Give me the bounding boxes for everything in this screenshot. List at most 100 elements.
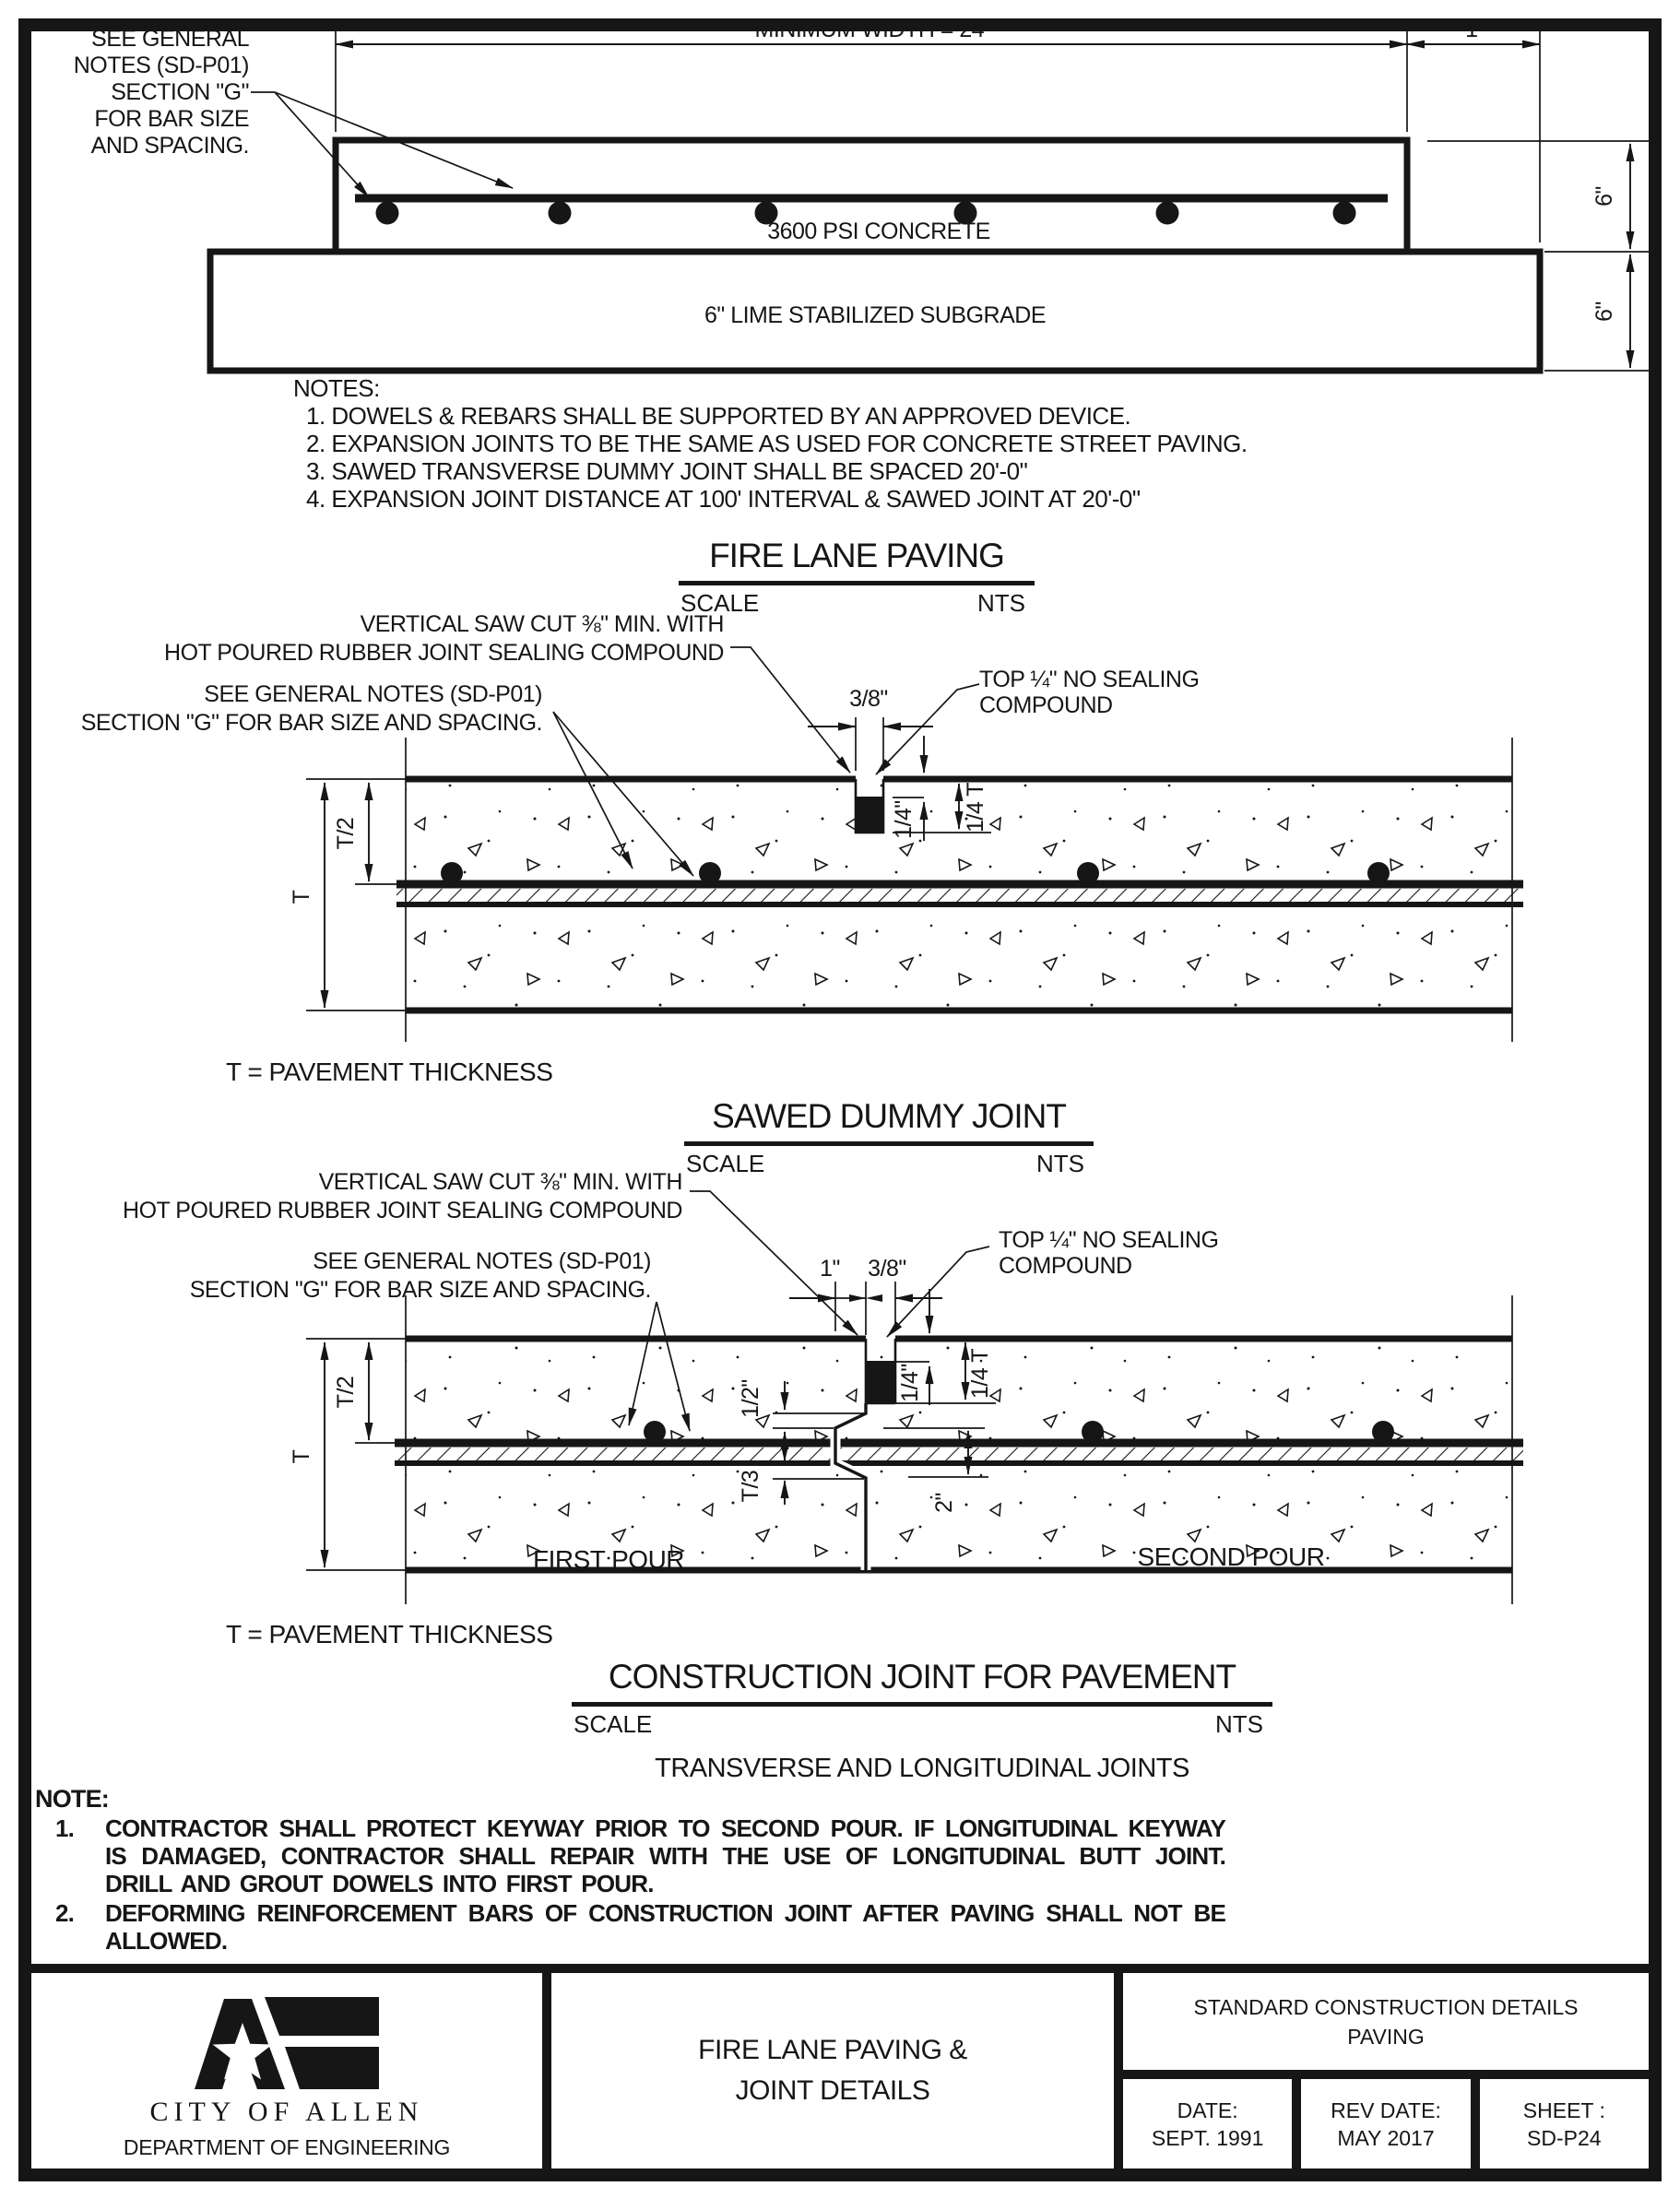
t-dim-label: T: [289, 890, 314, 904]
agency-name: CITY OF ALLEN: [149, 2097, 424, 2127]
callout-leader-lines: [251, 91, 514, 198]
callout-leader-lines: [552, 646, 980, 877]
saw-cut-joint: [854, 779, 885, 834]
rebar-callout: SEE GENERAL NOTES (SD-P01) SECTION "G" F…: [51, 26, 250, 160]
callout-line: SECTION "G" FOR BAR SIZE AND SPACING.: [189, 1277, 652, 1303]
date-label: DATE:: [1177, 2098, 1238, 2122]
rev-date-label: REV DATE:: [1331, 2098, 1441, 2122]
scale-value: NTS: [1036, 1150, 1084, 1177]
series-line: PAVING: [1347, 2024, 1425, 2049]
quarter-inch-dim-label: 1/4": [897, 1364, 923, 1402]
department-name: DEPARTMENT OF ENGINEERING: [123, 2135, 451, 2159]
callout-line: SEE GENERAL NOTES (SD-P01): [204, 681, 542, 707]
scale-label: SCALE: [574, 1710, 653, 1738]
scale-label: SCALE: [680, 589, 760, 617]
sawcut-callout: VERTICAL SAW CUT ⅜" MIN. WITH HOT POURED…: [111, 610, 724, 668]
quarter-inch-dim-label: 1/4": [891, 800, 917, 839]
note-item: 3. SAWED TRANSVERSE DUMMY JOINT SHALL BE…: [306, 457, 1028, 485]
note-item: 2. DEFORMING REINFORCEMENT BARS OF CONST…: [35, 1899, 1234, 1955]
thickness-dimensions: [1427, 140, 1649, 372]
date-value: SEPT. 1991: [1151, 2125, 1264, 2150]
top-no-sealing-callout: TOP ¼" NO SEALING COMPOUND: [979, 667, 1200, 718]
upper-slab: [407, 1341, 1511, 1440]
title-rule: [684, 1141, 1094, 1146]
title-rule: [679, 581, 1035, 585]
construction-joint-section: 1" 3/8" 1/4" 1/4 T 1/2" T/3 2" T/2 T FIR…: [226, 1190, 1523, 1648]
rev-date-value: MAY 2017: [1337, 2125, 1435, 2150]
subgrade-material-label: 6" LIME STABILIZED SUBGRADE: [704, 302, 1046, 328]
sawed-dummy-joint-title: SAWED DUMMY JOINT SCALE NTS: [684, 1097, 1094, 1178]
second-pour-label: SECOND POUR: [1138, 1542, 1325, 1571]
construction-joint-title: CONSTRUCTION JOINT FOR PAVEMENT SCALE NT…: [572, 1658, 1272, 1739]
quarter-t-dim-label: 1/4 T: [967, 1349, 993, 1399]
rebar-dots: [644, 1421, 1394, 1443]
rebar-hatch-band: [395, 1448, 1523, 1460]
title-block-agency-cell: CITY OF ALLEN DEPARTMENT OF ENGINEERING: [31, 1973, 542, 2168]
sheet-label: SHEET :: [1522, 2098, 1605, 2122]
saw-width-dim-label: 3/8": [849, 686, 888, 712]
sheet-title-line: JOINT DETAILS: [735, 2075, 930, 2106]
fire-lane-notes: NOTES: 1. DOWELS & REBARS SHALL BE SUPPO…: [293, 374, 1248, 513]
note-number: 1.: [55, 1814, 75, 1842]
keyway-joint: [830, 1339, 897, 1570]
callout-line: SEE GENERAL: [91, 26, 249, 52]
callout-leader-lines: [628, 1190, 990, 1432]
note-item: 2. EXPANSION JOINTS TO BE THE SAME AS US…: [306, 430, 1248, 457]
sheet-border: [18, 18, 1662, 2181]
city-of-allen-logo: [195, 1997, 379, 2089]
sealing-compound: [856, 797, 883, 833]
construction-joint-note: NOTE: 1. CONTRACTOR SHALL PROTECT KEYWAY…: [35, 1785, 1234, 1955]
note-item: 1. CONTRACTOR SHALL PROTECT KEYWAY PRIOR…: [35, 1814, 1234, 1897]
callout-line: COMPOUND: [999, 1253, 1132, 1279]
quarter-t-dim-label: 1/4 T: [963, 783, 988, 833]
concrete-thickness-label: 6": [1591, 186, 1617, 207]
min-width-dim-label: MINIMUM WIDTH = 24': [755, 17, 988, 42]
thickness-legend: T = PAVEMENT THICKNESS: [226, 1620, 552, 1648]
concrete-slab: [332, 136, 1411, 255]
callout-line: FOR BAR SIZE: [94, 106, 249, 132]
note-text: DEFORMING REINFORCEMENT BARS OF CONSTRUC…: [105, 1899, 1226, 1955]
top-no-sealing-callout: TOP ¼" NO SEALING COMPOUND: [999, 1227, 1219, 1279]
callout-line: NOTES (SD-P01): [73, 53, 250, 78]
sawcut-callout: VERTICAL SAW CUT ⅜" MIN. WITH HOT POURED…: [69, 1168, 682, 1225]
callout-line: VERTICAL SAW CUT ⅜" MIN. WITH: [360, 611, 725, 637]
callout-line: SECTION "G": [111, 79, 249, 105]
t-dim-label: T: [289, 1449, 314, 1463]
scale-value: NTS: [1215, 1710, 1263, 1738]
title-rule: [572, 1702, 1272, 1707]
rebar-dots: [441, 862, 1390, 884]
rev-date-cell: REV DATE: MAY 2017: [1292, 2079, 1470, 2168]
series-line: STANDARD CONSTRUCTION DETAILS: [1193, 1994, 1579, 2019]
pavement-thickness-dimensions: [306, 778, 417, 1011]
notes-heading: NOTES:: [293, 374, 380, 402]
subgrade-thickness-label: 6": [1591, 301, 1617, 322]
scale-label: SCALE: [686, 1150, 765, 1177]
note-item: 1. DOWELS & REBARS SHALL BE SUPPORTED BY…: [306, 402, 1131, 430]
sheet-number-cell: SHEET : SD-P24: [1470, 2079, 1649, 2168]
title-block-info-cell: STANDARD CONSTRUCTION DETAILS PAVING DAT…: [1123, 1973, 1649, 2168]
callout-line: HOT POURED RUBBER JOINT SEALING COMPOUND: [123, 1198, 682, 1223]
thickness-legend: T = PAVEMENT THICKNESS: [226, 1058, 552, 1086]
t3-dim-label: T/3: [738, 1471, 763, 1503]
callout-line: AND SPACING.: [90, 133, 250, 159]
callout-line: TOP ¼" NO SEALING: [979, 667, 1200, 692]
drawing-title: SAWED DUMMY JOINT: [712, 1097, 1067, 1135]
title-block-sheet-title-cell: FIRE LANE PAVING & JOINT DETAILS: [542, 1973, 1123, 2168]
note-heading: NOTE:: [35, 1785, 110, 1813]
lower-slab: [407, 1466, 1511, 1569]
concrete-material-label: 3600 PSI CONCRETE: [767, 219, 990, 244]
title-block: CITY OF ALLEN DEPARTMENT OF ENGINEERING …: [31, 1964, 1649, 2168]
sheet-value: SD-P24: [1527, 2125, 1602, 2150]
callout-line: TOP ¼" NO SEALING: [999, 1227, 1219, 1253]
general-notes-callout: SEE GENERAL NOTES (SD-P01) SECTION "G" F…: [55, 680, 543, 738]
keyway-depth-dim-label: 1": [820, 1256, 840, 1282]
general-notes-callout: SEE GENERAL NOTES (SD-P01) SECTION "G" F…: [157, 1247, 652, 1305]
sawed-dummy-joint-section: 3/8" 1/4" 1/4 T T/2 T T = PAVEMENT THICK…: [226, 646, 1523, 1086]
callout-line: VERTICAL SAW CUT ⅜" MIN. WITH: [318, 1169, 683, 1195]
width-dimension: [335, 30, 1541, 242]
joints-subtitle: TRANSVERSE AND LONGITUDINAL JOINTS: [655, 1754, 1189, 1783]
note-text: CONTRACTOR SHALL PROTECT KEYWAY PRIOR TO…: [105, 1814, 1226, 1897]
date-cell: DATE: SEPT. 1991: [1123, 2079, 1292, 2168]
